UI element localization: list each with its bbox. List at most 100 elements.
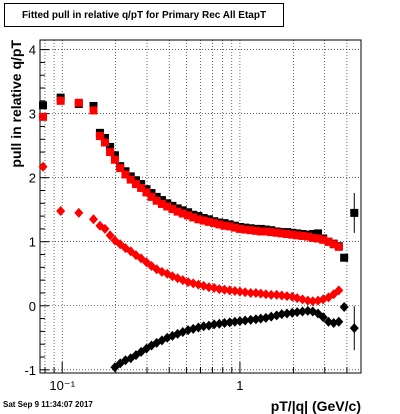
data-point [163, 202, 172, 211]
data-point [225, 317, 235, 328]
data-point [282, 230, 291, 239]
data-point [298, 306, 308, 317]
data-point [210, 219, 219, 228]
data-point [314, 234, 323, 243]
data-point [329, 240, 338, 249]
y-axis-label: pull in relative q/pT [8, 40, 24, 168]
data-point [292, 307, 302, 318]
data-point [246, 287, 256, 298]
data-point [184, 211, 193, 220]
data-point [272, 228, 281, 237]
data-point [220, 221, 229, 230]
data-point [303, 232, 312, 241]
data-point [89, 106, 98, 115]
data-point [74, 207, 84, 218]
data-point [267, 228, 276, 237]
data-point [157, 199, 166, 208]
data-point [261, 289, 271, 300]
data-point [126, 246, 136, 257]
data-point [110, 151, 119, 160]
data-point [308, 296, 318, 307]
data-point [277, 290, 287, 301]
data-point [277, 309, 287, 320]
data-point [100, 138, 109, 147]
data-point [204, 217, 213, 226]
data-point [334, 242, 343, 251]
data-point [95, 132, 104, 141]
data-point [340, 253, 349, 262]
data-point [152, 196, 161, 205]
data-point [272, 289, 282, 300]
y-tick-label: 3 [29, 107, 36, 122]
data-point [230, 223, 239, 232]
data-point [39, 112, 48, 121]
data-point [251, 226, 260, 235]
data-point [178, 209, 187, 218]
data-point [339, 302, 349, 313]
data-point [261, 227, 270, 236]
data-point [293, 231, 302, 240]
data-point [100, 133, 109, 142]
x-tick-label: 1 [236, 378, 243, 393]
data-point [74, 98, 83, 107]
data-point [256, 227, 265, 236]
data-point [38, 161, 48, 172]
chart-title: Fitted pull in relative q/pT for Primary… [4, 3, 284, 27]
data-point [209, 319, 219, 330]
data-point [204, 282, 214, 293]
data-point [256, 288, 266, 299]
data-point [89, 214, 98, 225]
y-tick-label: 0 [29, 299, 36, 314]
data-point [318, 312, 328, 323]
data-point [116, 164, 125, 173]
data-point [214, 318, 224, 329]
data-point [314, 229, 323, 238]
data-point [199, 216, 208, 225]
data-point [215, 220, 224, 229]
data-point [319, 235, 328, 244]
data-point [241, 225, 250, 234]
data-point [282, 291, 292, 302]
data-point [334, 285, 344, 296]
data-point [121, 170, 130, 179]
data-point [308, 233, 317, 242]
data-point [240, 287, 250, 298]
data-point [126, 175, 135, 184]
data-point [288, 230, 297, 239]
x-axis-label: pT/|q| (GeV/c) [271, 398, 361, 414]
y-tick-label: 2 [29, 171, 36, 186]
data-point [220, 284, 230, 295]
data-point [240, 315, 250, 326]
data-point [334, 316, 344, 327]
data-point [256, 313, 266, 324]
timestamp: Sat Sep 9 11:34:07 2017 [3, 400, 93, 409]
data-point [137, 183, 146, 192]
data-point [298, 231, 307, 240]
data-point [39, 101, 48, 110]
data-point [225, 285, 235, 296]
y-tick-label: 4 [29, 43, 36, 58]
data-point [168, 205, 177, 214]
data-point [235, 224, 244, 233]
data-point [246, 226, 255, 235]
x-tick-label: 10⁻¹ [49, 378, 75, 393]
data-point [277, 229, 286, 238]
data-point [220, 318, 230, 329]
data-point [89, 101, 98, 110]
data-point [142, 188, 151, 197]
data-point [225, 222, 234, 231]
plot-frame [39, 39, 362, 374]
data-point [147, 192, 156, 201]
data-point [106, 142, 115, 151]
data-point [235, 286, 245, 297]
data-point [282, 308, 292, 319]
data-point [56, 96, 65, 105]
data-point [110, 155, 119, 164]
y-tick-label: -1 [24, 363, 36, 378]
data-point [199, 321, 209, 332]
data-point [324, 237, 333, 246]
data-point [246, 314, 256, 325]
data-point [56, 205, 66, 216]
data-point [214, 284, 224, 295]
data-point [100, 223, 110, 234]
